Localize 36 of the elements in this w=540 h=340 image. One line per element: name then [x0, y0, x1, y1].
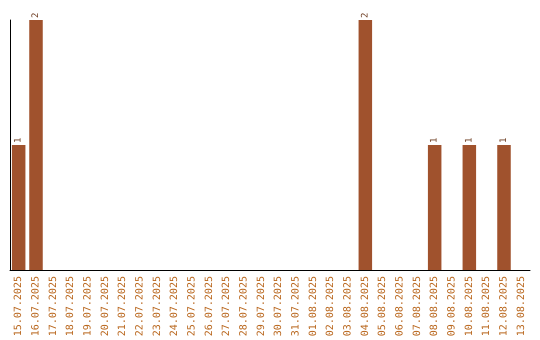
- x-tick-label: 25.07.2025: [186, 276, 198, 336]
- x-tick-label: 20.07.2025: [100, 276, 111, 336]
- x-tick-label: 17.07.2025: [48, 276, 59, 336]
- x-tick-label: 28.07.2025: [238, 276, 250, 336]
- x-tick-label: 08.08.2025: [429, 276, 440, 336]
- x-tick-label: 12.08.2025: [498, 276, 510, 336]
- data-label: 1: [464, 138, 474, 143]
- x-tick-label: 23.07.2025: [152, 276, 163, 336]
- x-tick-label: 13.08.2025: [516, 276, 527, 336]
- data-label: 2: [360, 12, 370, 18]
- x-tick-label: 06.08.2025: [394, 276, 406, 336]
- x-tick-label: 04.08.2025: [360, 276, 371, 336]
- x-tick-label: 09.08.2025: [446, 276, 458, 336]
- x-tick-label: 18.07.2025: [65, 276, 76, 336]
- x-tick-label: 15.07.2025: [13, 276, 24, 336]
- x-tick-label: 10.08.2025: [464, 276, 475, 336]
- x-tick-label: 11.08.2025: [481, 276, 492, 336]
- x-tick-label: 21.07.2025: [117, 276, 128, 336]
- x-tick-label: 19.07.2025: [82, 276, 94, 336]
- x-tick-label: 03.08.2025: [342, 276, 354, 336]
- x-tick-label: 01.08.2025: [308, 276, 319, 336]
- data-label: 1: [14, 138, 24, 143]
- x-tick-label: 24.07.2025: [169, 276, 180, 336]
- x-tick-label: 29.07.2025: [256, 276, 267, 336]
- x-tick-label: 31.07.2025: [290, 276, 302, 336]
- x-tick-label: 07.08.2025: [412, 276, 423, 336]
- data-label: 2: [31, 12, 41, 18]
- data-label: 1: [499, 138, 509, 143]
- x-tick-label: 16.07.2025: [30, 276, 42, 336]
- x-tick-label: 22.07.2025: [134, 276, 146, 336]
- x-tick-label: 05.08.2025: [377, 276, 388, 336]
- x-tick-label: 30.07.2025: [273, 276, 284, 336]
- x-tick-label: 02.08.2025: [325, 276, 336, 336]
- data-label: 1: [430, 138, 440, 143]
- x-tick-label: 26.07.2025: [204, 276, 215, 336]
- x-tick-label: 27.07.2025: [221, 276, 232, 336]
